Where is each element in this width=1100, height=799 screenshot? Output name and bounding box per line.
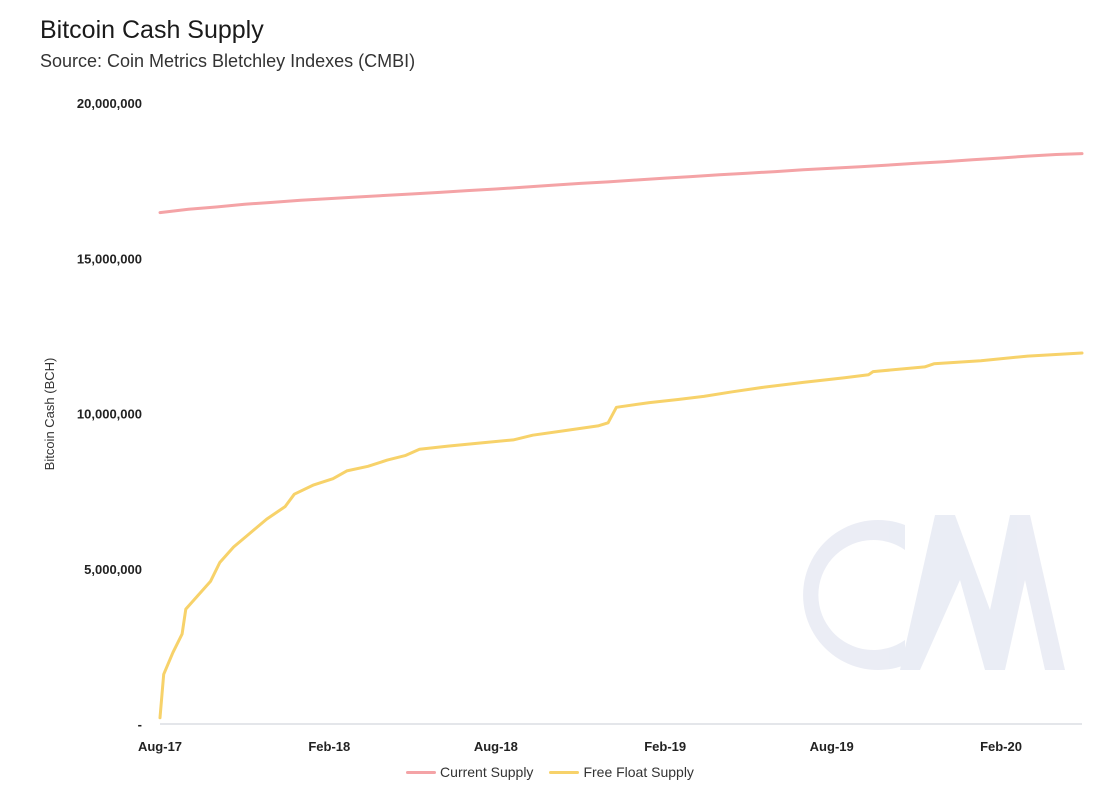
legend-swatch-free-float-supply xyxy=(549,770,580,774)
y-tick-label: 20,000,000 xyxy=(77,96,142,111)
legend-label-free-float-supply: Free Float Supply xyxy=(583,764,694,780)
x-tick-label: Feb-18 xyxy=(308,739,350,754)
y-tick-label: 15,000,000 xyxy=(77,251,142,266)
x-tick-label: Aug-18 xyxy=(474,739,518,754)
x-tick-label: Aug-17 xyxy=(138,739,182,754)
legend-swatch-current-supply xyxy=(406,770,437,774)
chart-subtitle: Source: Coin Metrics Bletchley Indexes (… xyxy=(40,51,416,71)
legend-label-current-supply: Current Supply xyxy=(440,764,534,780)
series-line-current-supply xyxy=(158,152,1084,215)
x-tick-label: Feb-19 xyxy=(644,739,686,754)
cm-watermark-logo xyxy=(803,515,1065,670)
x-tick-label: Feb-20 xyxy=(980,739,1022,754)
series-line-free-float-supply xyxy=(158,351,1084,720)
chart-legend: Current Supply Free Float Supply xyxy=(0,764,1100,780)
x-tick-label: Aug-19 xyxy=(810,739,854,754)
y-tick-label: 10,000,000 xyxy=(77,407,142,422)
legend-item-free-float-supply[interactable]: Free Float Supply xyxy=(549,764,694,780)
y-tick-label: - xyxy=(138,717,142,732)
y-axis-label: Bitcoin Cash (BCH) xyxy=(42,358,57,471)
y-tick-label: 5,000,000 xyxy=(84,562,142,577)
legend-item-current-supply[interactable]: Current Supply xyxy=(406,764,533,780)
chart-title: Bitcoin Cash Supply xyxy=(40,16,264,44)
